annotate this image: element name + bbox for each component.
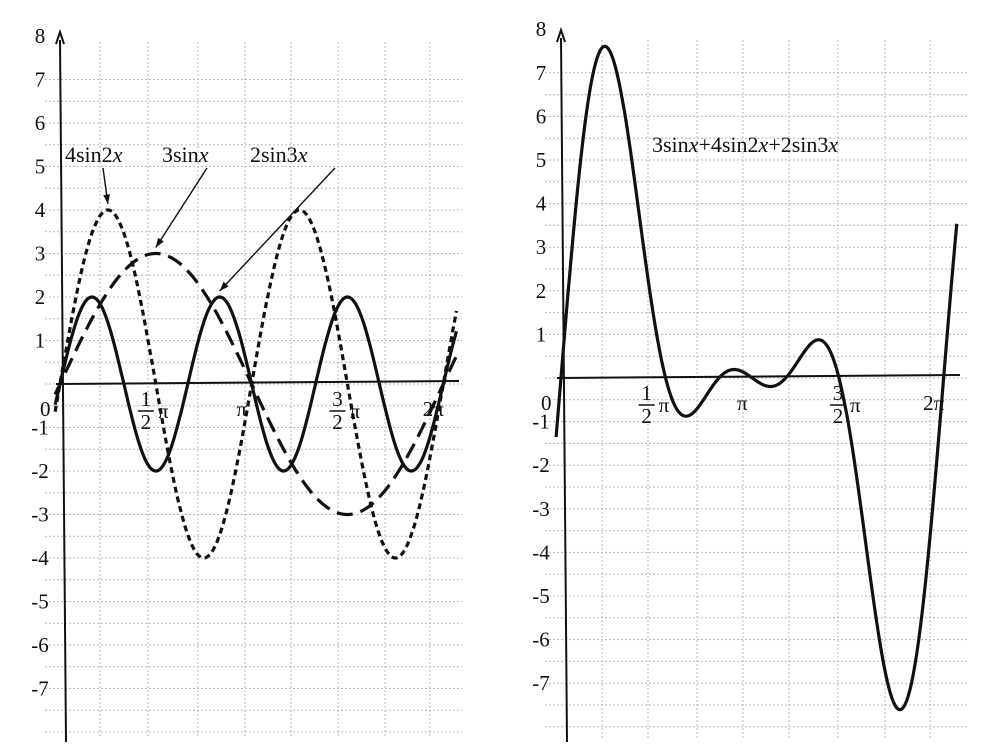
y-tick-label: 7 — [35, 68, 46, 92]
series-line-4sin2x — [53, 208, 459, 560]
y-axis — [59, 39, 67, 743]
y-tick-label: 1 — [35, 329, 46, 353]
y-tick-label: -1 — [532, 410, 550, 434]
x-tick-label: 32 π — [329, 387, 360, 434]
y-tick-label: 4 — [536, 192, 547, 216]
x-tick-numerator: 3 — [833, 381, 844, 405]
series-line-3sinx-4sin2x-2sin3x — [554, 44, 959, 712]
x-tick-label: 12 π — [137, 387, 169, 434]
x-tick-symbol: π — [850, 393, 861, 417]
y-tick-label: 5 — [536, 148, 547, 172]
x-tick-symbol: π — [158, 399, 169, 423]
y-tick-label: -6 — [31, 633, 49, 657]
y-tick-label: 8 — [536, 17, 547, 41]
annotation-arrow — [155, 167, 208, 248]
x-tick-label: π — [737, 391, 748, 415]
x-axis — [556, 374, 961, 379]
series-label: 3sinx+4sin2x+2sin3x — [652, 132, 838, 157]
y-tick-label: 1 — [536, 322, 547, 346]
y-axis — [560, 37, 568, 743]
annotation-arrow — [219, 167, 336, 292]
x-tick-symbol: π — [349, 399, 360, 423]
y-tick-label: 3 — [536, 235, 547, 259]
y-tick-label: 3 — [35, 242, 46, 266]
y-tick-label: 7 — [536, 61, 547, 85]
annotation-arrowhead — [103, 194, 111, 205]
x-tick-denominator: 2 — [141, 410, 152, 434]
x-tick-symbol: π — [659, 393, 670, 417]
y-tick-label: 6 — [536, 104, 547, 128]
series-annotation-label: 3sinx — [162, 142, 209, 167]
annotation-arrowhead — [155, 237, 164, 248]
x-tick-label: 0 — [40, 397, 51, 421]
y-tick-label: -4 — [31, 546, 49, 570]
y-tick-label: -7 — [31, 677, 49, 701]
x-tick-label: 0 — [541, 391, 552, 415]
y-tick-label: 5 — [35, 155, 46, 179]
y-tick-label: -2 — [31, 459, 49, 483]
series-annotation-label: 4sin2x — [65, 142, 123, 167]
x-tick-label: π — [236, 397, 247, 421]
y-tick-label: -4 — [532, 540, 550, 564]
y-axis-arrow — [556, 26, 566, 43]
y-tick-label: 6 — [35, 111, 46, 135]
x-tick-numerator: 3 — [332, 387, 343, 411]
y-tick-label: 8 — [35, 24, 46, 48]
y-tick-label: -3 — [532, 497, 550, 521]
y-tick-label: -3 — [31, 503, 49, 527]
y-axis-arrow — [55, 28, 65, 45]
y-tick-label: -5 — [532, 584, 550, 608]
series-line-2sin3x — [53, 295, 459, 473]
y-tick-label: -2 — [532, 453, 550, 477]
y-tick-label: 4 — [35, 198, 46, 222]
x-tick-denominator: 2 — [833, 404, 844, 428]
annotation-arrowhead — [219, 281, 229, 291]
y-tick-label: 2 — [536, 279, 547, 303]
x-tick-numerator: 1 — [641, 381, 652, 405]
y-tick-label: -6 — [532, 628, 550, 652]
y-tick-label: -1 — [31, 416, 49, 440]
x-tick-label: 12 π — [638, 381, 670, 428]
y-tick-label: -5 — [31, 590, 49, 614]
y-tick-label: 2 — [35, 285, 46, 309]
x-tick-numerator: 1 — [141, 387, 152, 411]
x-tick-denominator: 2 — [332, 410, 343, 434]
x-tick-label: 2π — [923, 391, 945, 415]
series-annotation-label: 2sin3x — [250, 142, 308, 167]
x-tick-denominator: 2 — [641, 404, 652, 428]
y-tick-label: -7 — [532, 671, 550, 695]
